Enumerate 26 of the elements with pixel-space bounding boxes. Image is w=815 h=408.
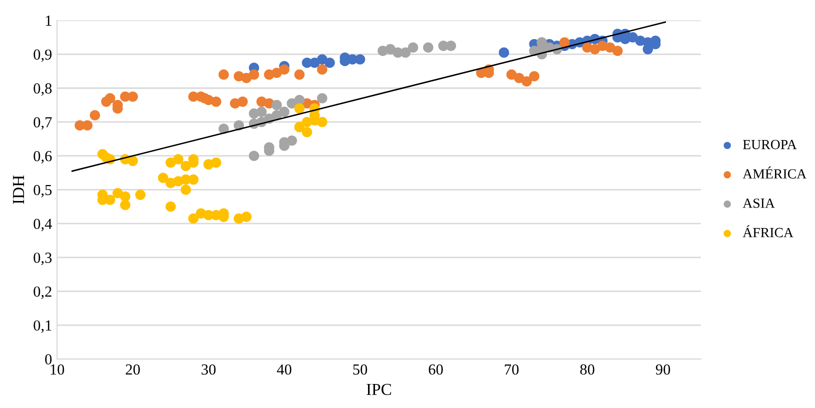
- y-tick-label: 0,4: [34, 218, 52, 232]
- x-tick-label: 10: [50, 364, 64, 375]
- legend-label: ÁFRICA: [742, 225, 794, 238]
- legend-label: EUROPA: [742, 140, 797, 150]
- x-tick-label: 60: [428, 364, 443, 375]
- x-tick-label: 80: [580, 364, 594, 375]
- legend-label: ASIA: [742, 198, 775, 208]
- x-tick-label: 70: [504, 364, 519, 375]
- y-tick-label: 0,6: [34, 150, 52, 164]
- y-tick-label: 0,9: [34, 49, 52, 62]
- y-tick-label: 0,1: [34, 320, 52, 333]
- y-tick-label: 1: [46, 16, 52, 26]
- x-axis-title: IPC: [366, 384, 392, 396]
- x-tick-label: 30: [202, 364, 216, 375]
- x-tick-label: 20: [126, 364, 140, 375]
- y-tick-label: 0,3: [34, 252, 52, 266]
- y-tick-label: 0: [45, 354, 52, 364]
- x-tick-label: 40: [276, 364, 292, 375]
- y-tick-label: 0,5: [34, 184, 52, 198]
- y-tick-label: 0,8: [34, 83, 52, 96]
- x-tick-label: 50: [353, 364, 368, 375]
- x-tick-label: 90: [656, 364, 670, 375]
- y-axis-title: IDH: [13, 175, 24, 204]
- y-tick-label: 0,2: [34, 286, 52, 299]
- legend-label: AMÉRICA: [742, 166, 807, 179]
- y-tick-label: 0,7: [34, 117, 52, 130]
